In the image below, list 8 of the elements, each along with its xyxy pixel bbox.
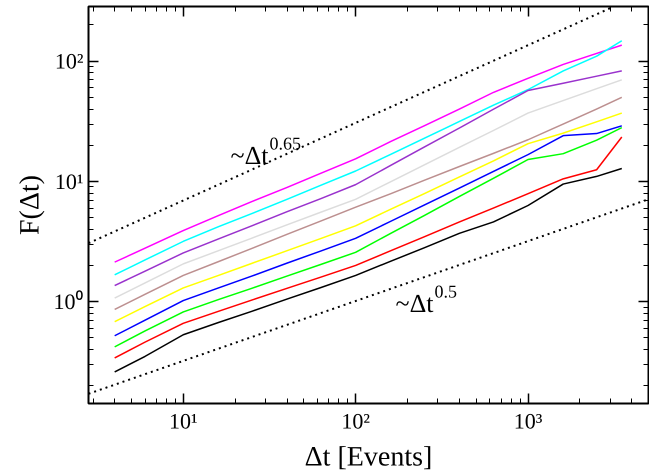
y-tick-label: 10¹ xyxy=(54,168,84,194)
y-tick-label: 10² xyxy=(54,48,84,74)
y-tick-label: 10⁰ xyxy=(54,289,84,314)
x-axis-title: Δt [Events] xyxy=(304,442,432,472)
x-tick-label: 10¹ xyxy=(168,408,198,434)
x-tick-label: 10² xyxy=(341,408,370,434)
y-axis-title: F(Δt) xyxy=(14,174,46,236)
x-tick-label: 10³ xyxy=(514,408,543,434)
